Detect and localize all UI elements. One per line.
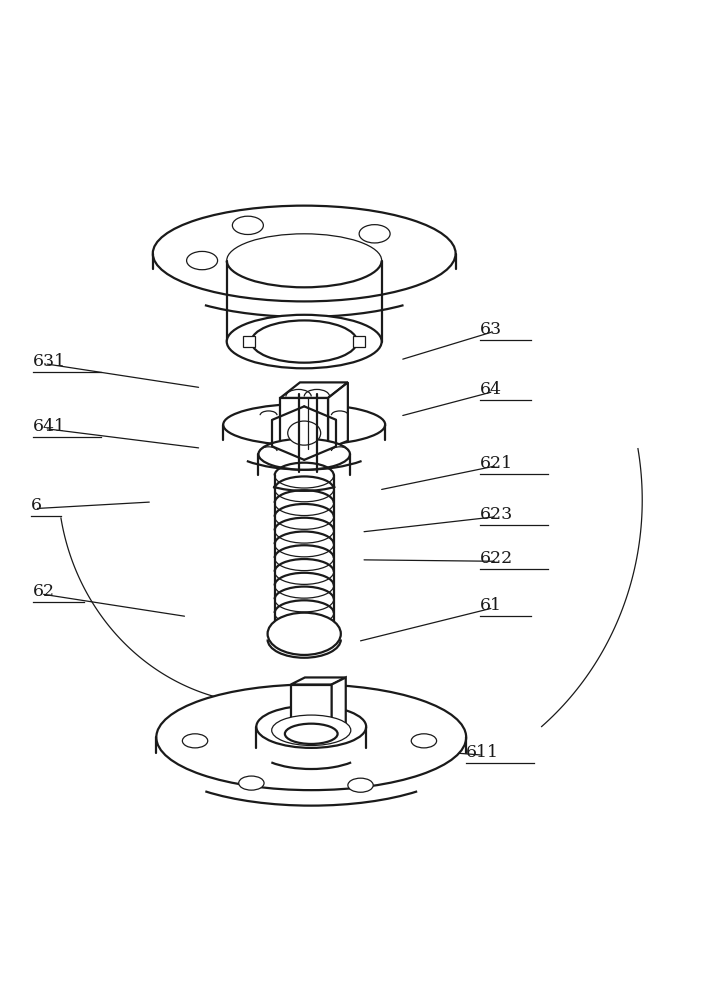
Ellipse shape xyxy=(153,206,455,301)
Text: 61: 61 xyxy=(480,597,502,614)
Ellipse shape xyxy=(291,685,317,699)
Ellipse shape xyxy=(267,613,341,655)
Ellipse shape xyxy=(257,706,366,748)
Polygon shape xyxy=(328,382,348,449)
Text: 611: 611 xyxy=(466,744,499,761)
Polygon shape xyxy=(291,677,346,685)
Text: 641: 641 xyxy=(33,418,66,435)
Ellipse shape xyxy=(223,404,385,445)
Text: 621: 621 xyxy=(480,455,513,472)
Text: 64: 64 xyxy=(480,381,502,398)
Ellipse shape xyxy=(285,724,338,744)
Polygon shape xyxy=(332,677,346,737)
Text: 6: 6 xyxy=(31,497,42,514)
Ellipse shape xyxy=(348,778,373,792)
Ellipse shape xyxy=(359,225,390,243)
Text: 62: 62 xyxy=(33,583,55,600)
Text: 622: 622 xyxy=(480,550,513,567)
Ellipse shape xyxy=(288,421,321,445)
Polygon shape xyxy=(280,382,348,398)
Ellipse shape xyxy=(233,216,264,235)
Text: 63: 63 xyxy=(480,321,503,338)
Text: 631: 631 xyxy=(33,353,66,370)
Polygon shape xyxy=(291,685,332,737)
Polygon shape xyxy=(280,398,328,449)
Ellipse shape xyxy=(239,776,264,790)
Ellipse shape xyxy=(259,439,350,470)
Ellipse shape xyxy=(227,315,382,368)
Polygon shape xyxy=(243,336,255,347)
Ellipse shape xyxy=(411,734,437,748)
Ellipse shape xyxy=(156,685,466,790)
Ellipse shape xyxy=(271,715,351,745)
Polygon shape xyxy=(354,336,366,347)
Ellipse shape xyxy=(252,320,357,363)
Text: 623: 623 xyxy=(480,506,513,523)
Ellipse shape xyxy=(187,251,218,270)
Ellipse shape xyxy=(182,734,208,748)
